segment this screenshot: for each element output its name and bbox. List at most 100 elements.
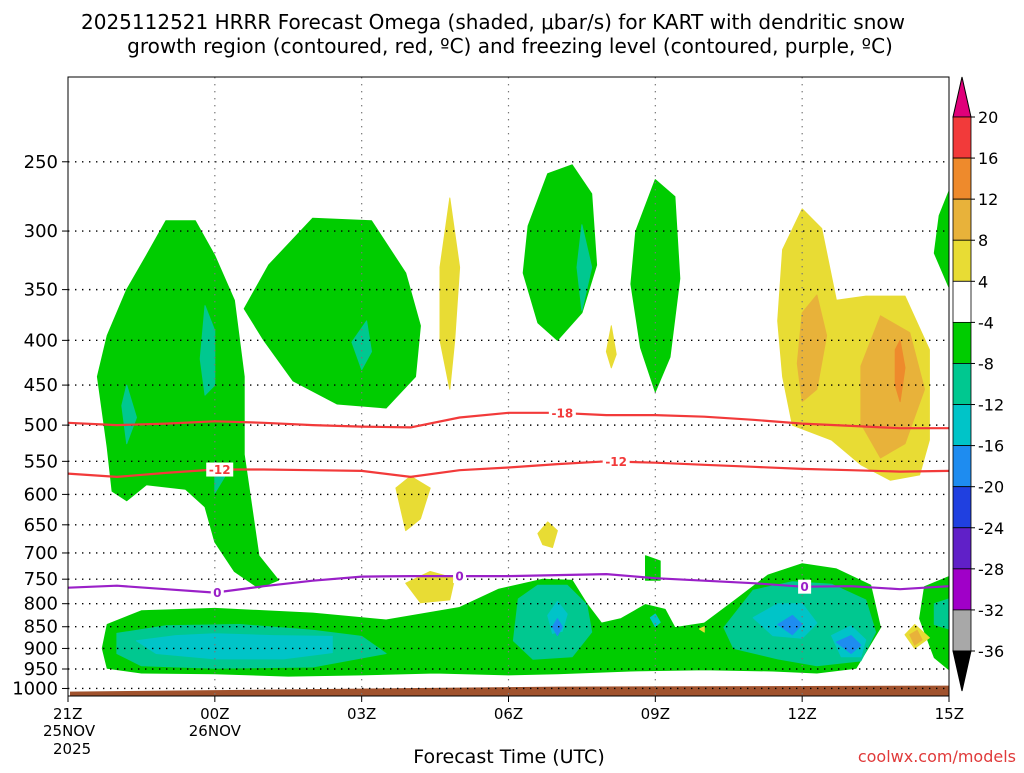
ytick-label-900: 900 — [24, 638, 58, 659]
ytick-label-300: 300 — [24, 221, 58, 242]
xtick-label-15Z: 15Z — [935, 705, 964, 723]
contour-label-m12-0: -12 — [209, 463, 231, 477]
ytick-label-600: 600 — [24, 484, 58, 505]
contour-label-0-0: 0 — [213, 586, 221, 600]
colorbar-bin-7 — [952, 404, 972, 447]
ytick-label-700: 700 — [24, 543, 58, 564]
omega-region-p4-0 — [439, 197, 461, 390]
colorbar-label-3: 8 — [978, 231, 988, 250]
omega-region-p4-1 — [395, 475, 431, 532]
omega-region-m4-0 — [96, 220, 279, 589]
colorbar-label-6: -8 — [978, 354, 994, 373]
contour-label-0-1: 0 — [455, 570, 463, 584]
xtick-label-06Z: 06Z — [494, 705, 523, 723]
omega-region-m8-3 — [351, 320, 372, 371]
ground-layer — [70, 685, 949, 696]
omega-region-m8-4 — [576, 224, 593, 312]
omega-region-m12-0 — [136, 633, 333, 660]
ytick-label-750: 750 — [24, 569, 58, 590]
ytick-label-650: 650 — [24, 515, 58, 536]
omega-region-p8-2 — [909, 629, 923, 646]
chart-title-line1: 2025112521 HRRR Forecast Omega (shaded, … — [81, 10, 905, 34]
contour-label-m18-0: -18 — [551, 407, 573, 421]
omega-region-p4-3 — [537, 521, 558, 548]
colorbar-bin-1 — [952, 157, 972, 200]
omega-region-m4-7 — [645, 555, 661, 581]
omega-region-m4-4 — [933, 190, 950, 288]
omega-region-m4-2 — [522, 164, 598, 341]
ground-terrain — [70, 685, 949, 696]
xtick-date-21Z: 25NOV — [43, 722, 96, 740]
omega-region-p4-7 — [698, 626, 705, 633]
colorbar-bin-2 — [952, 198, 972, 241]
ytick-label-850: 850 — [24, 617, 58, 638]
colorbar-label-5: -4 — [978, 313, 994, 332]
colorbar-bin-6 — [952, 363, 972, 405]
colorbar-label-1: 16 — [978, 149, 998, 168]
xtick-label-00Z: 00Z — [200, 705, 229, 723]
colorbar-bottom-arrow — [952, 650, 972, 692]
contour-label-bg-0-0 — [210, 585, 224, 600]
colorbar-top-arrow — [952, 76, 972, 118]
x-axis-title: Forecast Time (UTC) — [413, 746, 604, 768]
contour-label-bg-m12-1 — [602, 454, 630, 469]
colorbar-bin-10 — [952, 527, 972, 570]
ytick-label-250: 250 — [24, 152, 58, 173]
omega-shading — [96, 164, 950, 677]
colorbar-label-11: -28 — [978, 560, 1004, 579]
ytick-label-800: 800 — [24, 594, 58, 615]
omega-region-m16-1 — [777, 614, 803, 636]
contour-m18 — [67, 411, 949, 430]
colorbar-label-10: -24 — [978, 519, 1004, 538]
omega-region-m12-4 — [649, 613, 661, 628]
omega-region-m8-0 — [121, 384, 137, 445]
temperature-contours: -18 -12 -12 0 0 0 — [67, 406, 950, 600]
contour-label-0-2: 0 — [800, 580, 808, 594]
omega-region-m12-1 — [547, 600, 568, 634]
omega-region-p4-2 — [405, 571, 456, 604]
ytick-label-450: 450 — [24, 375, 58, 396]
colorbar-bin-12 — [952, 609, 972, 652]
colorbar-label-12: -32 — [978, 601, 1004, 620]
omega-region-p8-0 — [796, 294, 828, 403]
colorbar-label-0: 20 — [978, 108, 998, 127]
colorbar-bin-3 — [952, 239, 972, 282]
ytick-label-500: 500 — [24, 415, 58, 436]
xtick-year-21Z: 2025 — [53, 740, 91, 758]
colorbar-label-2: 12 — [978, 190, 998, 209]
omega-region-m4-1 — [243, 217, 421, 409]
omega-region-m16-0 — [552, 618, 563, 637]
ytick-label-1000: 1000 — [12, 678, 58, 699]
colorbar-label-8: -16 — [978, 437, 1004, 456]
omega-region-p8-1 — [860, 315, 925, 459]
y-axis: 2503003504004505005506006507007508008509… — [12, 152, 68, 699]
colorbar-label-9: -20 — [978, 478, 1004, 497]
colorbar-bin-9 — [952, 486, 972, 529]
xtick-label-09Z: 09Z — [641, 705, 670, 723]
omega-region-m16-2 — [835, 635, 862, 654]
omega-region-p4-4 — [605, 325, 617, 369]
contour-label-bg-m12-0 — [206, 462, 234, 477]
xtick-label-21Z: 21Z — [53, 705, 82, 723]
colorbar-label-4: 4 — [978, 272, 988, 291]
colorbar-bin-8 — [952, 445, 972, 488]
colorbar-label-7: -12 — [978, 396, 1004, 415]
contour-label-bg-0-1 — [453, 569, 467, 584]
site-credit[interactable]: coolwx.com/models — [858, 747, 1016, 766]
contour-label-bg-m18-0 — [548, 406, 576, 421]
contour-label-bg-0-2 — [798, 579, 812, 594]
colorbar-bin-11 — [952, 568, 972, 611]
colorbar-bin-4 — [952, 280, 972, 323]
xtick-date-00Z: 26NOV — [189, 722, 242, 740]
colorbar-bin-5 — [952, 321, 972, 364]
ytick-label-550: 550 — [24, 451, 58, 472]
colorbar-label-13: -36 — [978, 642, 1004, 661]
ytick-label-350: 350 — [24, 280, 58, 301]
ytick-label-400: 400 — [24, 330, 58, 351]
ytick-label-950: 950 — [24, 659, 58, 680]
xtick-label-03Z: 03Z — [347, 705, 376, 723]
xtick-label-12Z: 12Z — [787, 705, 816, 723]
